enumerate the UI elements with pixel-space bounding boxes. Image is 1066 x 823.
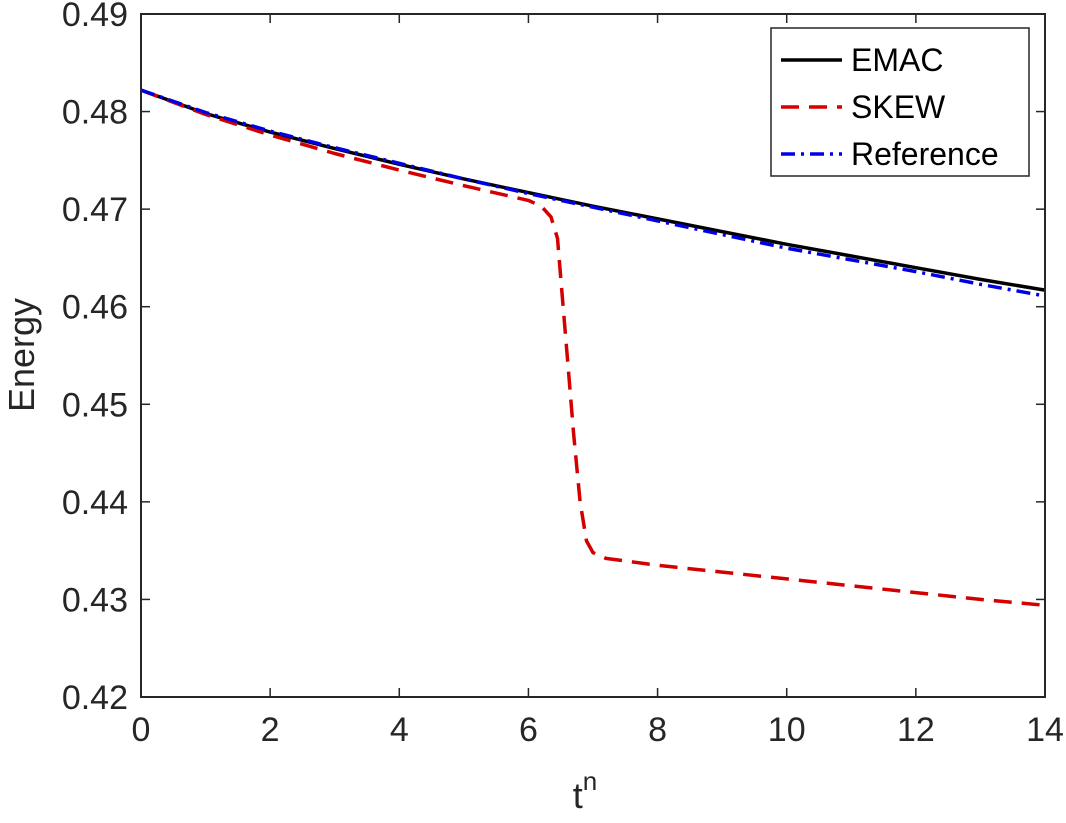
legend: EMAC SKEW Reference [770,27,1030,177]
x-tick-label: 12 [897,711,935,749]
series-line-skew [140,88,1046,608]
tick-layer: 0 2 4 6 8 10 12 14 0.42 0.43 0.44 0.45 0.46 0.47 0.48 0… [62,0,1064,749]
y-tick-label: 0.42 [62,679,128,717]
y-tick-label: 0.43 [62,581,128,619]
legend-box [770,27,1030,177]
x-tick-label: 14 [1026,711,1064,749]
x-tick-label: 0 [132,711,151,749]
legend-items: EMAC SKEW Reference [781,42,999,172]
legend-label-emac: EMAC [851,42,943,78]
x-tick-label: 6 [519,711,538,749]
x-tick-label: 2 [261,711,280,749]
y-tick-label: 0.47 [62,191,128,229]
x-tick-label: 8 [648,711,667,749]
x-axis-label: tn [573,766,597,816]
y-tick-label: 0.45 [62,386,128,424]
series-line-reference [140,88,1046,298]
plot-frame [140,13,1046,698]
y-tick-label: 0.49 [62,0,128,34]
y-axis-label: Energy [1,298,42,412]
x-tick-label: 10 [768,711,806,749]
x-axis-label-superscript: n [583,766,597,796]
series-layer [140,88,1046,608]
x-axis-label-base: t [573,775,583,816]
legend-label-reference: Reference [851,136,999,172]
x-tick-label: 4 [390,711,409,749]
y-tick-label: 0.44 [62,484,128,522]
y-tick-label: 0.48 [62,94,128,132]
legend-label-skew: SKEW [851,89,946,125]
y-tick-label: 0.46 [62,289,128,327]
